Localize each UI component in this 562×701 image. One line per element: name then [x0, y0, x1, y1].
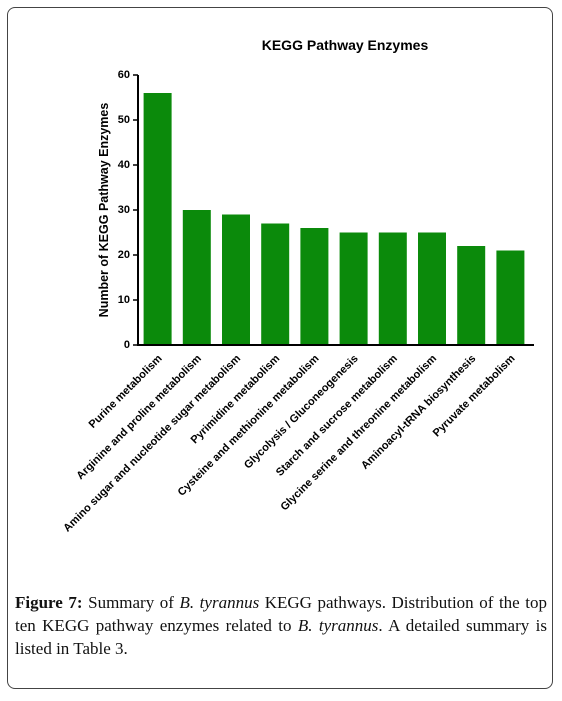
bar — [496, 250, 525, 345]
bar — [182, 210, 211, 345]
caption-text: KEGG pathways. Distribution of the top t… — [15, 593, 547, 635]
bar — [222, 214, 250, 345]
y-tick-label: 20 — [118, 249, 130, 261]
x-tick-label: Cysteine and methionine metabolism — [176, 352, 322, 498]
bar — [418, 232, 446, 345]
caption-text: . A detailed summary is listed in Table … — [15, 616, 547, 658]
bar — [261, 223, 290, 345]
bar — [378, 232, 407, 345]
chart: KEGG Pathway Enzymes Number of KEGG Path… — [61, 37, 534, 534]
y-tick-label: 40 — [118, 159, 130, 171]
y-tick-label: 60 — [118, 69, 130, 81]
figure-frame — [7, 7, 553, 689]
caption: Figure 7: Summary of B. tyrannus KEGG pa… — [15, 591, 547, 660]
y-tick-label: 50 — [118, 114, 130, 126]
bar — [300, 228, 329, 345]
bar — [339, 232, 368, 345]
y-axis-label: Number of KEGG Pathway Enzymes — [97, 103, 111, 318]
bar — [143, 93, 172, 345]
chart-title: KEGG Pathway Enzymes — [262, 37, 429, 53]
caption-label: Figure 7: — [15, 593, 83, 612]
y-tick-label: 0 — [124, 339, 130, 351]
x-tick-label: Amino sugar and nucleotide sugar metabol… — [61, 352, 243, 534]
caption-text: B. tyrannus — [297, 616, 379, 635]
y-tick-label: 30 — [118, 204, 130, 216]
y-tick-label: 10 — [118, 294, 130, 306]
x-tick-label: Pyruvate metabolism — [431, 352, 518, 439]
caption-text: B. tyrannus — [179, 593, 260, 612]
x-tick-label: Purine metabolism — [87, 352, 165, 430]
caption-text: Summary of — [82, 593, 180, 612]
bar — [457, 246, 486, 345]
